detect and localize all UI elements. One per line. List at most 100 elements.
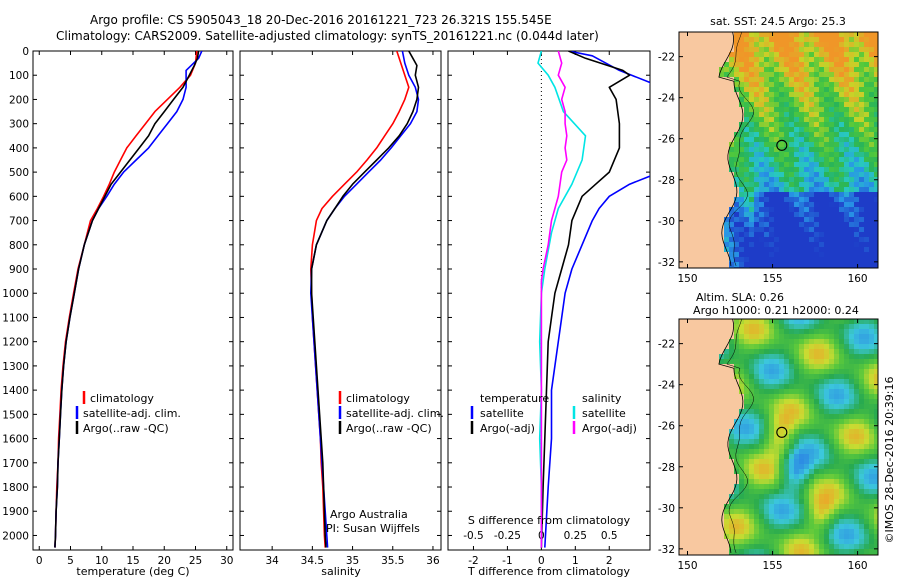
map-cell [719, 474, 724, 479]
map-cell [779, 77, 784, 82]
map-cell [789, 207, 794, 212]
map-cell [774, 499, 779, 504]
map-cell [744, 514, 749, 519]
map-cell [864, 147, 869, 152]
map-cell [804, 389, 809, 394]
map-cell [814, 424, 819, 429]
map-cell [739, 459, 744, 464]
map-cell [799, 37, 804, 42]
map-cell [784, 112, 789, 117]
map-cell [739, 334, 744, 339]
map-cell [839, 489, 844, 494]
map-cell [809, 42, 814, 47]
map-cell [709, 519, 714, 524]
map-cell [779, 152, 784, 157]
map-cell [719, 424, 724, 429]
map-cell [739, 394, 744, 399]
map-cell [804, 519, 809, 524]
map-cell [809, 389, 814, 394]
map-cell [764, 534, 769, 539]
map-cell [749, 399, 754, 404]
map-cell [869, 344, 874, 349]
map-cell [764, 509, 769, 514]
map-cell [824, 494, 829, 499]
map-cell [854, 379, 859, 384]
map-cell [839, 334, 844, 339]
map-cell [874, 384, 878, 389]
map-cell [854, 97, 859, 102]
map-cell [794, 152, 799, 157]
map-cell [689, 364, 694, 369]
map-cell [869, 354, 874, 359]
map-cell [769, 429, 774, 434]
map-cell [704, 444, 709, 449]
map-cell [704, 242, 709, 247]
map-cell [764, 424, 769, 429]
map-cell [809, 374, 814, 379]
map-cell [849, 237, 854, 242]
map-cell [839, 439, 844, 444]
map-cell [749, 182, 754, 187]
map-cell [834, 182, 839, 187]
map-cell [684, 404, 689, 409]
map-cell [739, 177, 744, 182]
map-cell [864, 524, 869, 529]
map-cell [679, 52, 684, 57]
map-cell [774, 92, 779, 97]
map-cell [829, 107, 834, 112]
map-cell [719, 449, 724, 454]
map-cell [804, 177, 809, 182]
map-cell [799, 429, 804, 434]
map-cell [819, 197, 824, 202]
map-cell [744, 77, 749, 82]
map-cell [784, 354, 789, 359]
map-cell [794, 519, 799, 524]
map-cell [679, 57, 684, 62]
map-cell [804, 439, 809, 444]
map-cell [809, 132, 814, 137]
map-cell [694, 454, 699, 459]
map-cell [689, 484, 694, 489]
map-cell [859, 339, 864, 344]
map-cell [824, 42, 829, 47]
map-cell [839, 117, 844, 122]
map-cell [684, 202, 689, 207]
map-cell [794, 142, 799, 147]
map-cell [679, 187, 684, 192]
map-cell [764, 429, 769, 434]
map-cell [754, 479, 759, 484]
map-cell [759, 334, 764, 339]
map-cell [829, 222, 834, 227]
map-cell [859, 439, 864, 444]
map-cell [724, 37, 729, 42]
map-cell [864, 247, 869, 252]
map-y-tick-label: -24 [658, 93, 675, 105]
map-cell [849, 37, 854, 42]
map-cell [839, 469, 844, 474]
map-cell [709, 489, 714, 494]
map-cell [834, 212, 839, 217]
map-cell [799, 162, 804, 167]
map-cell [874, 354, 878, 359]
map-cell [784, 77, 789, 82]
map-cell [759, 329, 764, 334]
map-cell [839, 389, 844, 394]
map-cell [699, 182, 704, 187]
map-cell [709, 167, 714, 172]
map-cell [704, 479, 709, 484]
map-cell [824, 344, 829, 349]
map-cell [689, 37, 694, 42]
map-cell [699, 344, 704, 349]
map-cell [804, 212, 809, 217]
map-cell [699, 242, 704, 247]
map-cell [714, 324, 719, 329]
map-cell [809, 262, 814, 267]
map-cell [874, 187, 878, 192]
map-cell [809, 117, 814, 122]
map-cell [859, 534, 864, 539]
map-cell [734, 87, 739, 92]
map-cell [839, 227, 844, 232]
map-cell [839, 107, 844, 112]
map-cell [789, 549, 794, 554]
map-cell [729, 82, 734, 87]
